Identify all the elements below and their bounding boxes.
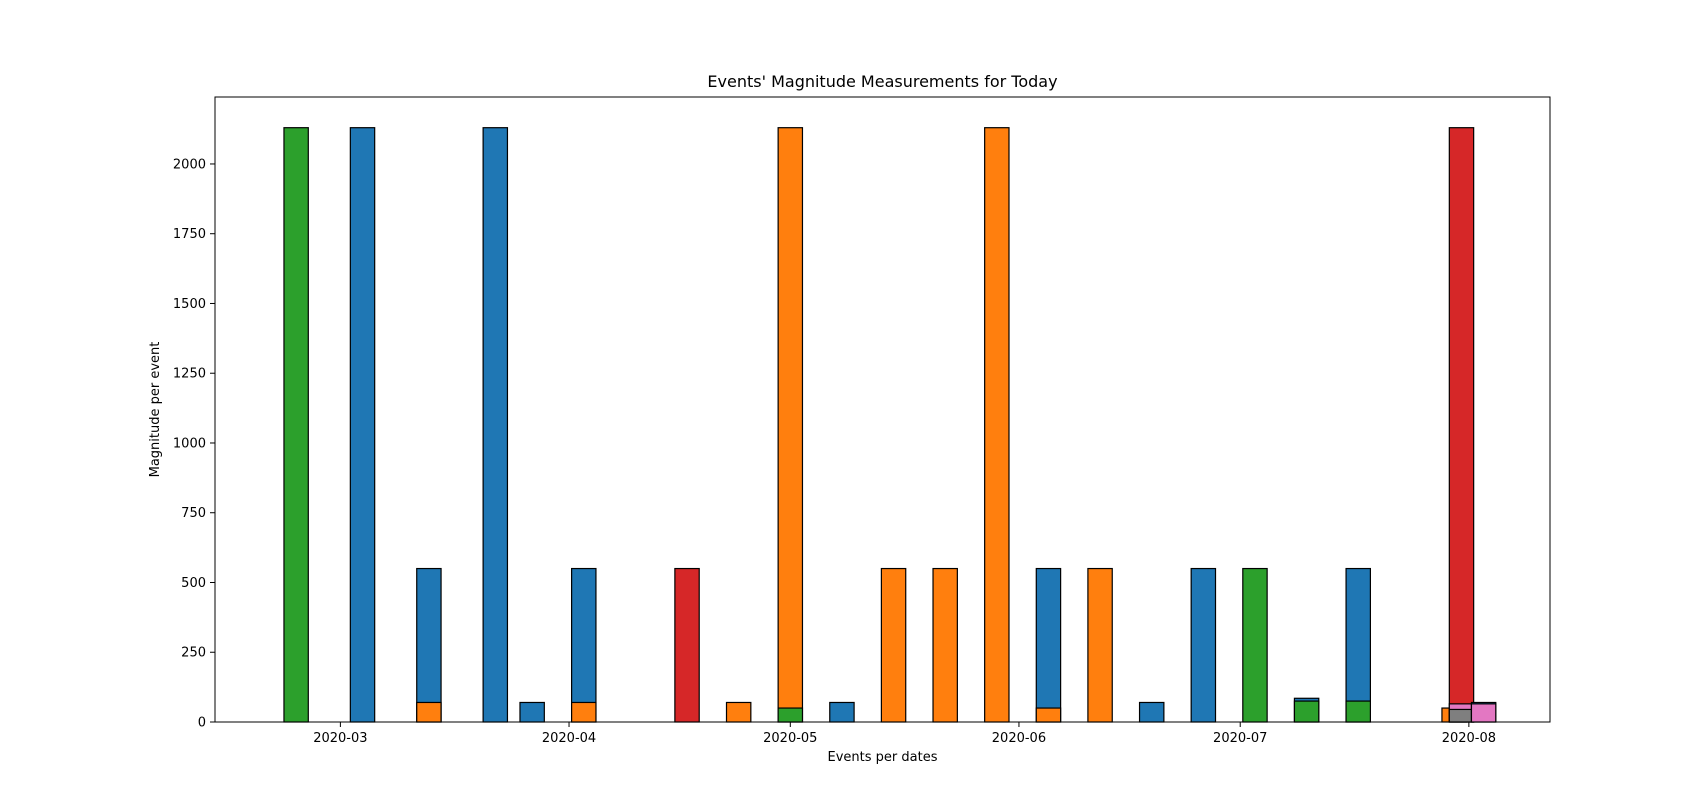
x-tick-label-2020-04: 2020-04	[542, 731, 596, 746]
bar-2020-07-17-green	[1345, 700, 1372, 723]
bar-2020-04-03-blue	[571, 567, 597, 723]
bar-2020-07-31-red	[1448, 127, 1475, 723]
bar-2020-03-13-orange	[416, 701, 442, 723]
bar-2020-06-05-orange	[1035, 707, 1062, 723]
plot-frame	[214, 96, 1551, 723]
y-tick-label-750: 750	[181, 506, 206, 521]
bar-2020-05-08-blue	[829, 701, 855, 723]
bar-2020-07-03-green	[1242, 567, 1268, 723]
bar-2020-05-01-orange	[777, 127, 804, 723]
bar-2020-06-05-blue	[1035, 567, 1062, 723]
y-axis-ticks: 0 250 500 750 1000 1250 1500 1750 2000	[173, 157, 215, 731]
bar-2020-08-03-pink	[1470, 703, 1497, 723]
bar-2020-07-31-gray	[1448, 708, 1475, 723]
x-tick-label-2020-08: 2020-08	[1442, 731, 1496, 746]
chart-title: Events' Magnitude Measurements for Today	[707, 72, 1057, 91]
bar-2020-07-17-blue	[1345, 567, 1372, 723]
y-tick-label-1500: 1500	[173, 297, 206, 312]
bar-2020-05-15-orange	[880, 567, 907, 723]
x-tick-label-2020-06: 2020-06	[992, 731, 1046, 746]
y-tick-label-1250: 1250	[173, 367, 206, 382]
y-tick-label-1750: 1750	[173, 227, 206, 242]
x-axis-ticks: 2020-03 2020-04 2020-05 2020-06 2020-07 2020-…	[313, 722, 1496, 746]
x-tick-label-2020-03: 2020-03	[313, 731, 367, 746]
y-axis-label: Magnitude per event	[148, 342, 163, 478]
y-tick-label-250: 250	[181, 646, 206, 661]
x-tick-label-2020-07: 2020-07	[1213, 731, 1267, 746]
bar-2020-05-01-green	[777, 707, 804, 723]
bar-2020-03-04-blue	[349, 127, 376, 723]
bar-2020-05-29-orange	[984, 127, 1010, 723]
bar-2020-04-24-orange	[725, 701, 752, 723]
bars-layer	[283, 127, 1497, 723]
bar-2020-04-17-red	[674, 567, 700, 723]
bar-2020-03-22-blue	[482, 127, 509, 723]
y-tick-label-1000: 1000	[173, 436, 206, 451]
bar-2020-06-12-orange	[1087, 567, 1113, 723]
bar-2020-07-10-green	[1293, 700, 1320, 723]
bar-2020-03-13-blue	[416, 567, 442, 723]
bar-2020-02-24-green	[283, 127, 309, 723]
bar-2020-06-19-blue	[1138, 701, 1165, 723]
y-tick-label-0: 0	[198, 716, 206, 731]
x-axis-label: Events per dates	[828, 750, 938, 765]
y-tick-label-500: 500	[181, 576, 206, 591]
bar-2020-04-03-orange	[571, 701, 597, 723]
bar-2020-05-22-orange	[932, 567, 958, 723]
bar-2020-03-27-blue	[519, 701, 545, 723]
y-tick-label-2000: 2000	[173, 157, 206, 172]
bar-2020-06-26-blue	[1190, 567, 1217, 723]
x-tick-label-2020-05: 2020-05	[763, 731, 817, 746]
